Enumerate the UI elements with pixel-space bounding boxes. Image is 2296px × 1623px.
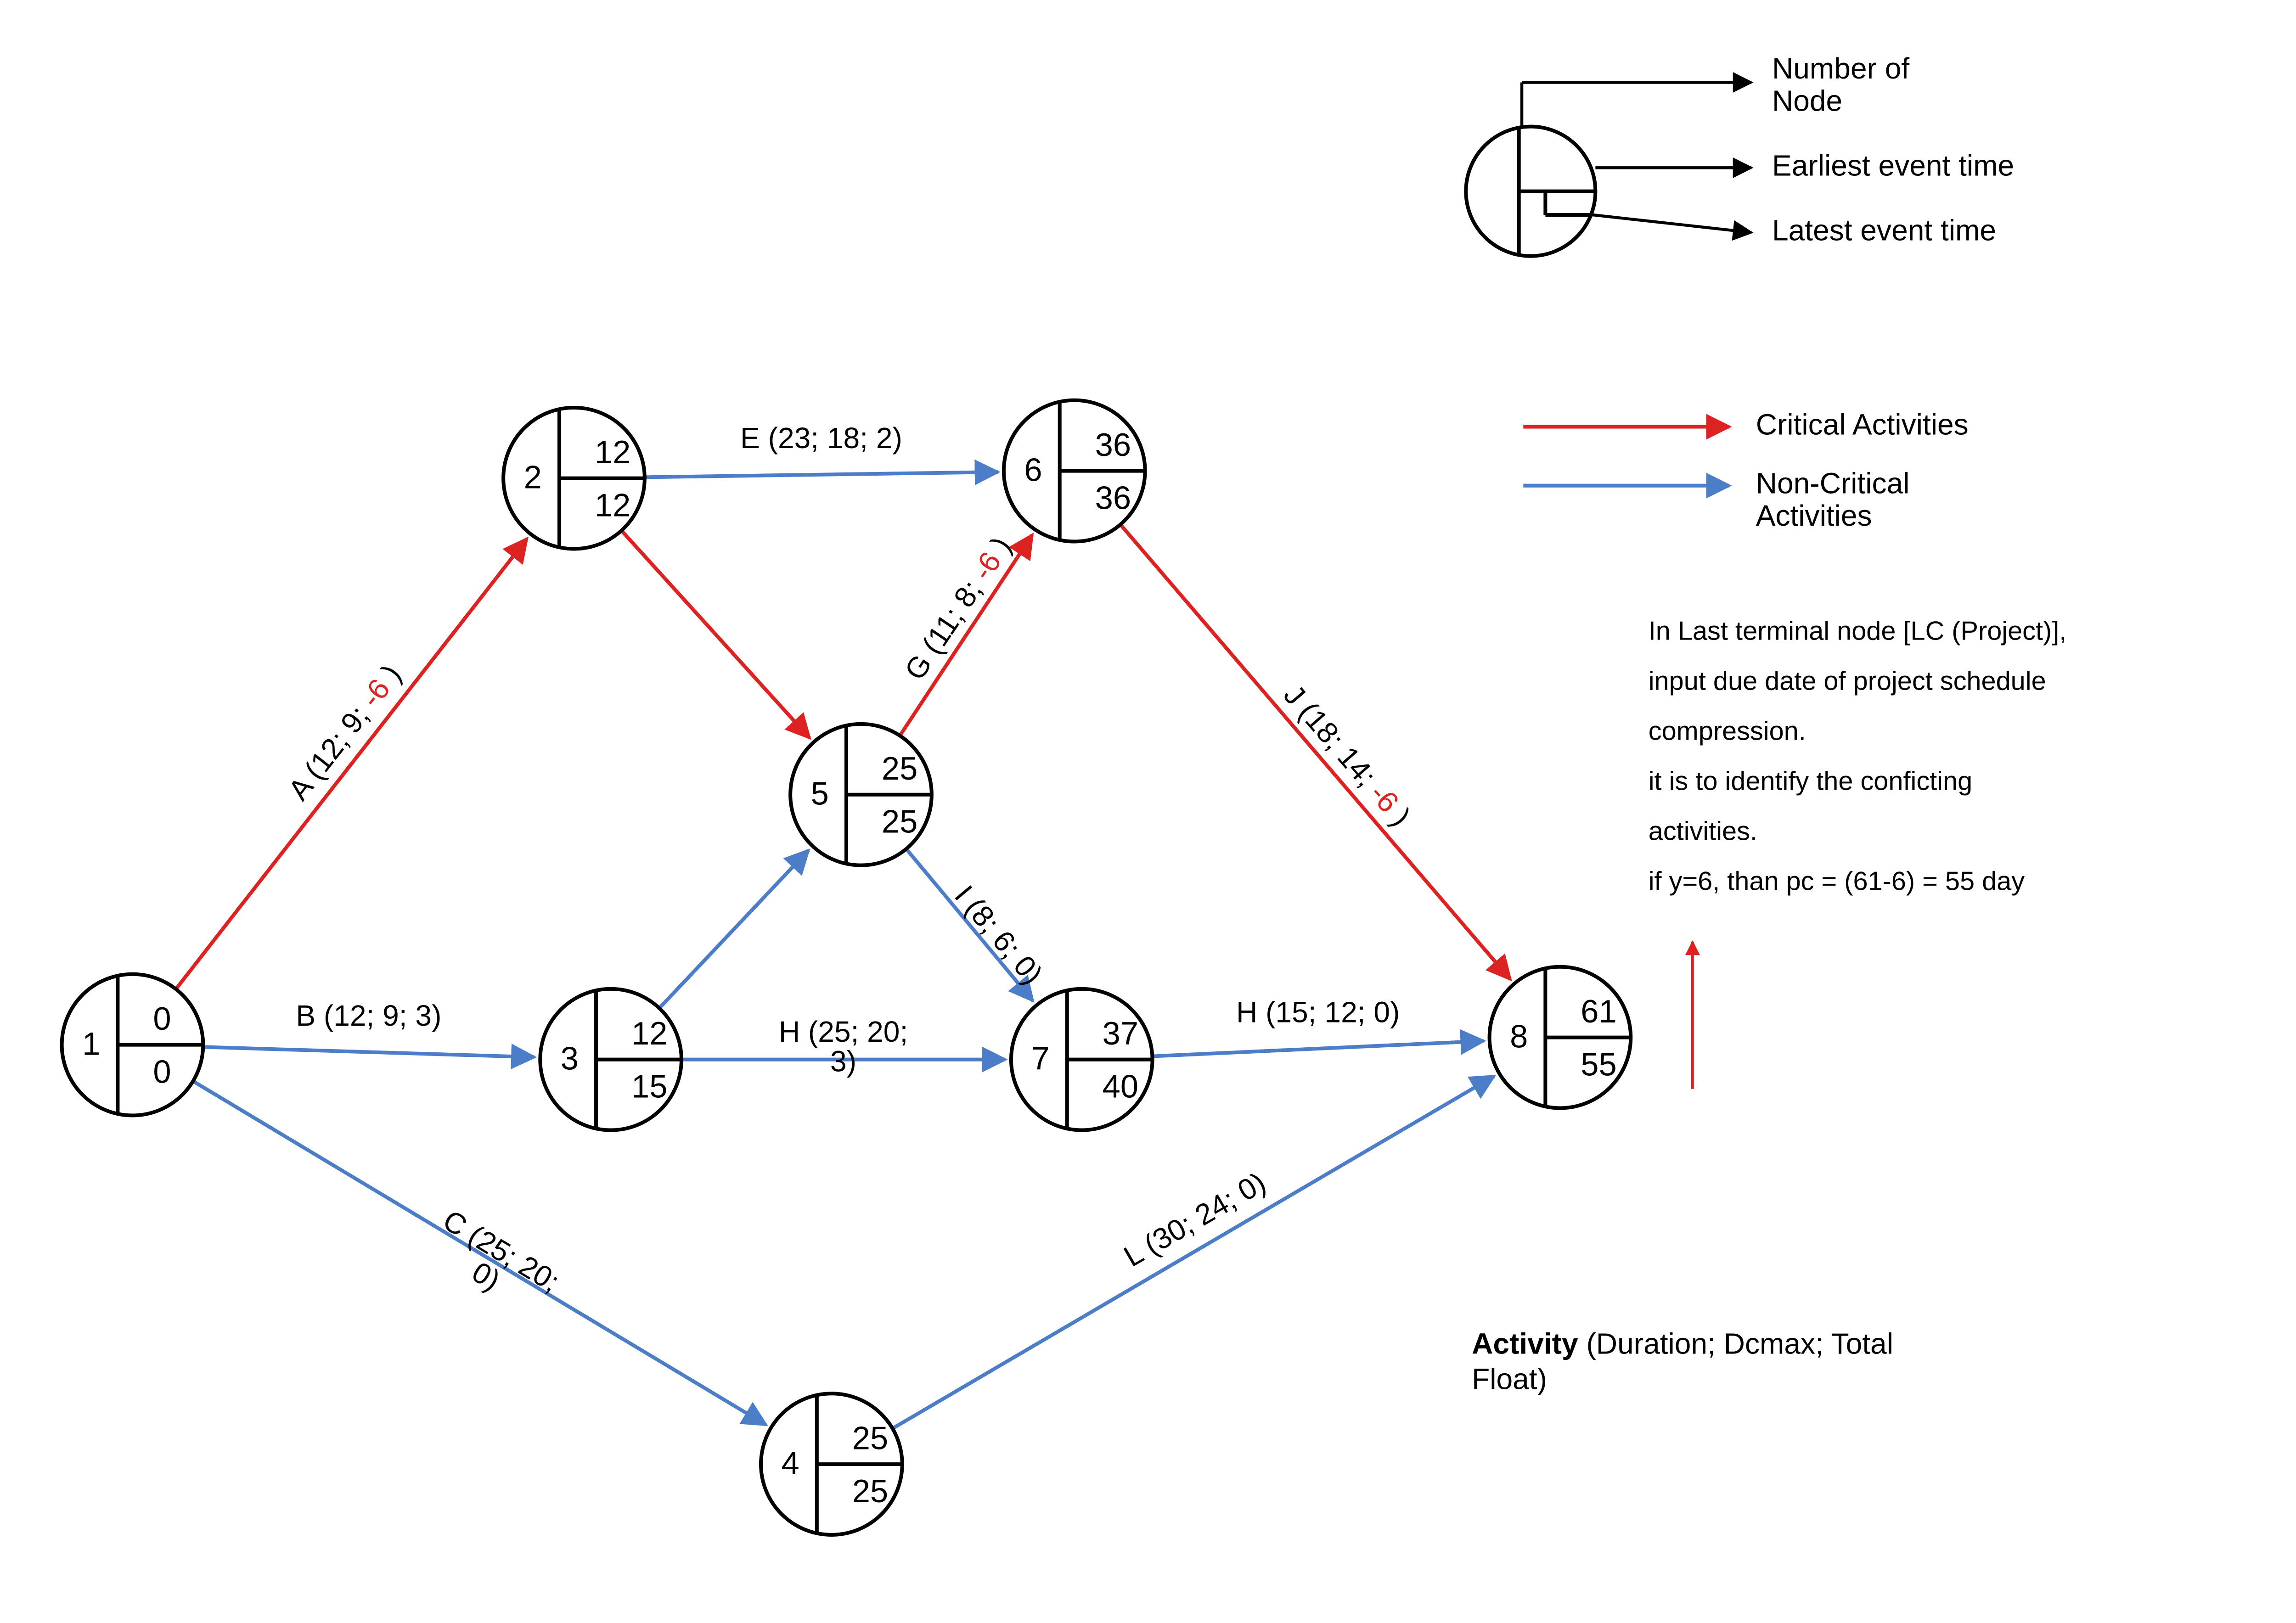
edge-5-6: G (11; 8; -6 ) bbox=[898, 531, 1032, 736]
edge-label-H: H (15; 12; 0) bbox=[1236, 995, 1400, 1028]
node-3-latest: 15 bbox=[631, 1068, 667, 1104]
node-5-number: 5 bbox=[811, 775, 829, 812]
node-4: 4 25 25 bbox=[761, 1393, 902, 1535]
node-6-latest: 36 bbox=[1095, 479, 1131, 516]
svg-text:Number of: Number of bbox=[1772, 52, 1909, 85]
node-1-earliest: 0 bbox=[153, 1000, 171, 1037]
edge-label-G: G (11; 8; -6 ) bbox=[898, 531, 1018, 686]
edge-label-E: E (23; 18; 2) bbox=[740, 421, 902, 455]
node-5-earliest: 25 bbox=[882, 750, 917, 786]
svg-text:Node: Node bbox=[1772, 84, 1842, 117]
edge-label-I: I (8; 6; 0) bbox=[948, 879, 1049, 991]
caption: Activity (Duration; Dcmax; TotalFloat) bbox=[1472, 1327, 1893, 1396]
edge-label-A: A (12; 9; -6 ) bbox=[281, 658, 407, 806]
node-2-latest: 12 bbox=[595, 487, 630, 523]
edge-3-7: H (25; 20;3) bbox=[681, 1015, 1005, 1078]
edge-label-J: J (18; 14; -6 ) bbox=[1277, 679, 1417, 832]
node-7: 7 37 40 bbox=[1011, 989, 1153, 1130]
node-3-earliest: 12 bbox=[631, 1015, 667, 1051]
node-8-number: 8 bbox=[1510, 1018, 1528, 1054]
svg-text:Activity (Duration; Dcmax; Tot: Activity (Duration; Dcmax; TotalFloat) bbox=[1472, 1327, 1893, 1396]
svg-text:Latest event time: Latest event time bbox=[1772, 213, 1996, 247]
edge-5-7: I (8; 6; 0) bbox=[906, 849, 1049, 1001]
svg-text:if y=6, than pc = (61-6) = 55: if y=6, than pc = (61-6) = 55 day bbox=[1649, 866, 2025, 896]
node-1-number: 1 bbox=[82, 1025, 100, 1061]
node-6-number: 6 bbox=[1024, 451, 1042, 488]
edges: A (12; 9; -6 ) B (12; 9; 3) C (25; 20;0) E … bbox=[176, 421, 1510, 1428]
network-diagram: A (12; 9; -6 ) B (12; 9; 3) C (25; 20;0) E … bbox=[0, 0, 2296, 1619]
node-1: 1 0 0 bbox=[62, 974, 203, 1116]
node-3: 3 12 15 bbox=[540, 989, 681, 1130]
edge-1-4: C (25; 20;0) bbox=[193, 1081, 766, 1425]
node-6-earliest: 36 bbox=[1095, 427, 1131, 463]
node-4-latest: 25 bbox=[852, 1473, 888, 1509]
svg-text:activities.: activities. bbox=[1649, 816, 1757, 846]
svg-text:Non-Critical: Non-Critical bbox=[1756, 467, 1910, 500]
svg-text:In Last terminal node [LC (Pro: In Last terminal node [LC (Project)], bbox=[1649, 616, 2067, 646]
node-7-number: 7 bbox=[1031, 1040, 1049, 1077]
edge-1-2: A (12; 9; -6 ) bbox=[176, 539, 527, 989]
project-note: In Last terminal node [LC (Project)], inp… bbox=[1649, 616, 2067, 896]
node-4-earliest: 25 bbox=[852, 1420, 888, 1456]
edge-2-5 bbox=[621, 531, 810, 738]
svg-text:Critical Activities: Critical Activities bbox=[1756, 408, 1969, 441]
edge-1-3: B (12; 9; 3) bbox=[203, 999, 534, 1057]
node-6: 6 36 36 bbox=[1004, 400, 1145, 542]
svg-text:Activities: Activities bbox=[1756, 499, 1872, 532]
node-3-number: 3 bbox=[561, 1040, 579, 1077]
node-2-earliest: 12 bbox=[595, 434, 630, 470]
node-8-latest: 55 bbox=[1581, 1046, 1616, 1082]
svg-text:Earliest event time: Earliest event time bbox=[1772, 149, 2014, 182]
edge-2-6: E (23; 18; 2) bbox=[645, 421, 998, 477]
node-4-number: 4 bbox=[782, 1445, 799, 1481]
edge-7-8: H (15; 12; 0) bbox=[1152, 995, 1483, 1056]
node-1-latest: 0 bbox=[153, 1053, 171, 1089]
svg-text:input due date of project sche: input due date of project schedule bbox=[1649, 666, 2046, 696]
svg-text:compression.: compression. bbox=[1649, 716, 1806, 746]
legend-arrows: Critical Activities Non-CriticalActivitie… bbox=[1523, 408, 1968, 532]
svg-text:it is to identify the conficti: it is to identify the conficting bbox=[1649, 766, 1972, 796]
edge-label-C: C (25; 20;0) bbox=[422, 1203, 565, 1324]
node-2-number: 2 bbox=[524, 459, 542, 495]
node-7-latest: 40 bbox=[1103, 1068, 1138, 1104]
edge-4-8: L (30; 24; 0) bbox=[893, 1076, 1494, 1428]
edge-label-H: H (25; 20;3) bbox=[779, 1015, 908, 1078]
nodes: 1 0 0 2 12 12 3 12 15 4 25 25 5 25 25 6 36 36 7 37 40 8 61 55 bbox=[62, 400, 1631, 1535]
edge-6-8: J (18; 14; -6 ) bbox=[1120, 524, 1510, 979]
edge-label-B: B (12; 9; 3) bbox=[296, 999, 441, 1032]
edge-3-5 bbox=[659, 850, 809, 1008]
node-2: 2 12 12 bbox=[503, 408, 645, 549]
legend-node-key: Number ofNode Earliest event time Latest e… bbox=[1466, 52, 2014, 256]
node-5: 5 25 25 bbox=[790, 724, 932, 865]
node-8-earliest: 61 bbox=[1581, 993, 1616, 1029]
node-8: 8 61 55 bbox=[1490, 967, 1631, 1108]
node-5-latest: 25 bbox=[882, 803, 917, 839]
node-7-earliest: 37 bbox=[1103, 1015, 1138, 1051]
